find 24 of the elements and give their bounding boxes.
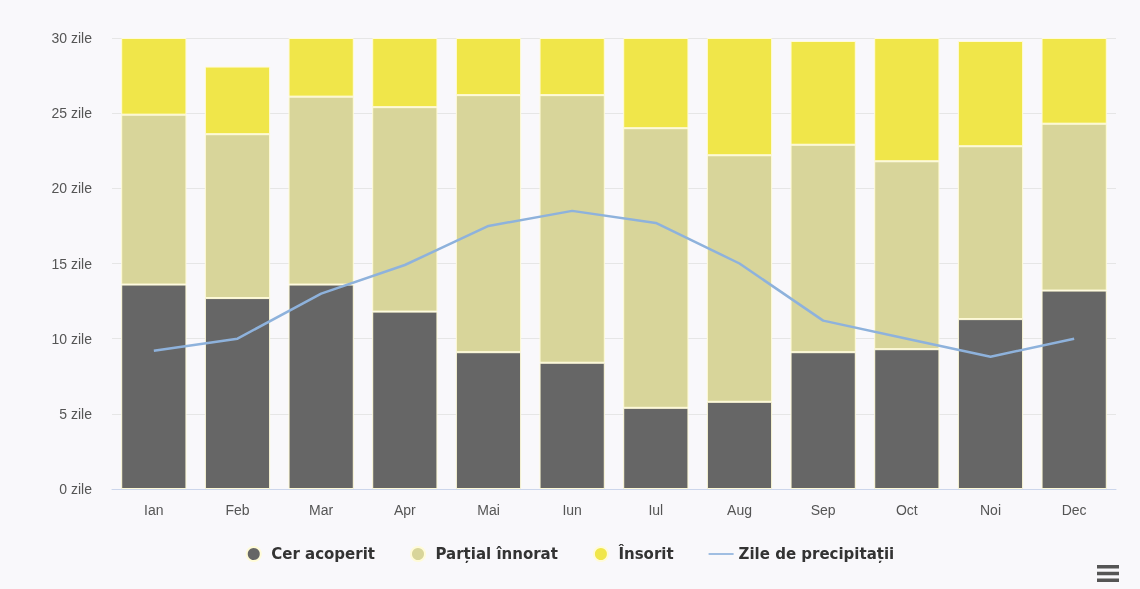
y-tick-label: 0 zile	[59, 481, 93, 497]
x-tick-label: Feb	[225, 502, 250, 518]
legend-label: Cer acoperit	[271, 545, 375, 563]
legend-label: Zile de precipitații	[738, 545, 895, 563]
y-tick-label: 30 zile	[51, 30, 93, 46]
y-tick-label: 25 zile	[51, 105, 93, 122]
x-tick-label: Iul	[648, 502, 664, 518]
y-tick-label: 5 zile	[59, 405, 93, 422]
x-tick-label: Mar	[309, 502, 334, 518]
y-tick-label: 20 zile	[51, 180, 93, 197]
x-tick-label: Dec	[1061, 502, 1087, 518]
x-tick-label: Iun	[562, 502, 582, 518]
x-tick-label: Ian	[144, 502, 164, 518]
y-tick-label: 10 zile	[51, 330, 93, 347]
x-tick-label: Noi	[979, 502, 1002, 518]
x-tick-label: Aug	[727, 502, 752, 518]
legend-label: Însorit	[618, 544, 674, 563]
x-tick-label: Apr	[393, 502, 417, 518]
x-tick-label: Mai	[477, 502, 500, 518]
legend-label: Parțial înnorat	[435, 545, 558, 563]
x-tick-label: Oct	[895, 502, 918, 518]
y-tick-label: 15 zile	[51, 255, 93, 272]
line-series	[152, 209, 1076, 358]
x-tick-label: Sep	[810, 502, 836, 518]
